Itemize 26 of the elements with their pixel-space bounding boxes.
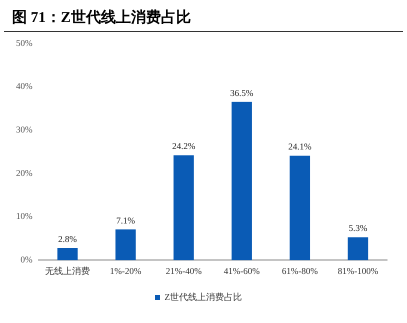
legend-label: Z世代线上消费占比 bbox=[164, 292, 242, 302]
bar bbox=[348, 237, 368, 260]
data-label: 2.8% bbox=[58, 234, 78, 244]
data-label: 24.2% bbox=[172, 141, 196, 152]
x-tick-label: 无线上消费 bbox=[45, 266, 90, 276]
bar bbox=[174, 155, 194, 260]
data-label: 5.3% bbox=[348, 223, 368, 234]
y-tick-label: 50% bbox=[16, 38, 33, 48]
data-label: 7.1% bbox=[116, 215, 136, 226]
data-label: 24.1% bbox=[288, 142, 312, 152]
x-tick-label: 21%-40% bbox=[166, 266, 202, 276]
x-tick-label: 81%-100% bbox=[338, 266, 379, 276]
y-tick-label: 10% bbox=[16, 211, 33, 222]
y-tick-label: 30% bbox=[16, 124, 33, 134]
bar bbox=[232, 102, 252, 260]
y-tick-label: 40% bbox=[16, 81, 33, 92]
x-tick-label: 1%-20% bbox=[110, 266, 142, 276]
x-tick-label: 41%-60% bbox=[224, 266, 260, 276]
y-tick-label: 20% bbox=[16, 168, 33, 178]
chart-title: 图 71：Z世代线上消费占比 bbox=[4, 0, 403, 32]
x-tick-label: 61%-80% bbox=[282, 266, 318, 276]
y-tick-label: 0% bbox=[20, 254, 33, 265]
bar bbox=[290, 156, 310, 260]
data-label: 36.5% bbox=[230, 88, 254, 98]
bar bbox=[115, 229, 136, 260]
bar bbox=[57, 248, 78, 260]
